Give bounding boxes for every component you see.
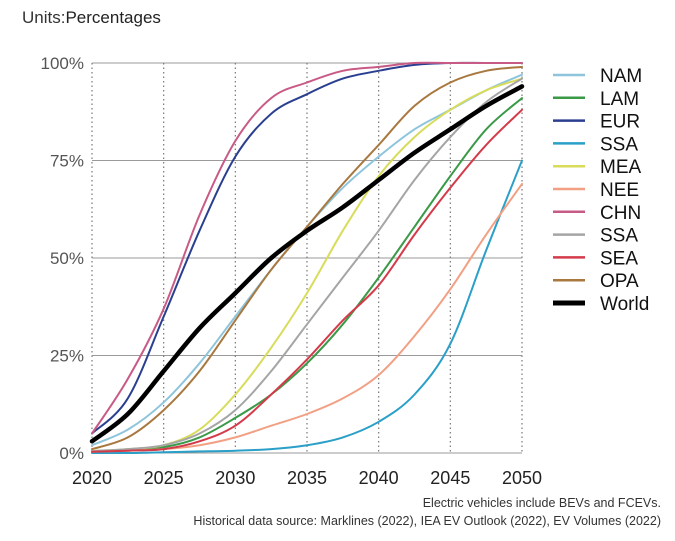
y-tick-label: 100% (41, 54, 84, 73)
note-ev-definition: Electric vehicles include BEVs and FCEVs… (422, 496, 661, 510)
y-tick-label: 75% (50, 152, 84, 171)
y-tick-label: 50% (50, 249, 84, 268)
series-line-world (89, 84, 525, 444)
x-tick-label: 2035 (287, 468, 327, 488)
legend-label-world: World (600, 294, 649, 315)
legend-label-opa: OPA (600, 271, 639, 292)
units-value: Percentages (65, 8, 161, 27)
series-line-ssa (91, 159, 523, 455)
x-tick-label: 2040 (359, 468, 399, 488)
series-line-sea (91, 108, 523, 453)
x-axis-ticks: 2020 2025 2030 2035 2040 2045 2050 (72, 468, 542, 488)
legend-label-mea: MEA (600, 157, 642, 178)
legend-label-lam: LAM (600, 89, 639, 110)
legend-label-nam: NAM (600, 66, 642, 87)
series-line-ssa (91, 77, 523, 453)
y-tick-label: 25% (50, 347, 84, 366)
units-caption: Units:Percentages (22, 8, 161, 28)
series-line-lam (91, 97, 523, 453)
series-line-opa (91, 65, 523, 451)
series-line-mea (91, 77, 523, 453)
legend-label-sea: SEA (600, 248, 638, 269)
legend-label-chn: CHN (600, 203, 641, 224)
legend-label-eur: EUR (600, 112, 640, 133)
x-tick-label: 2020 (72, 468, 112, 488)
x-tick-label: 2050 (502, 468, 542, 488)
legend-label-ssa: SSA (600, 226, 638, 247)
legend-label-ssa: SSA (600, 134, 638, 155)
y-tick-label: 0% (59, 444, 84, 463)
x-tick-label: 2030 (215, 468, 255, 488)
legend-label-nee: NEE (600, 180, 639, 201)
x-tick-label: 2045 (430, 468, 470, 488)
chart-series-lines (89, 61, 525, 455)
chart-grid (91, 62, 523, 454)
y-axis-ticks: 0% 25% 50% 75% 100% (41, 54, 84, 463)
chart-notes: Electric vehicles include BEVs and FCEVs… (193, 494, 661, 530)
note-data-source: Historical data source: Marklines (2022)… (193, 514, 661, 528)
series-line-chn (91, 61, 523, 435)
x-tick-label: 2025 (144, 468, 184, 488)
units-label: Units: (22, 8, 66, 27)
series-line-nee (91, 182, 523, 453)
